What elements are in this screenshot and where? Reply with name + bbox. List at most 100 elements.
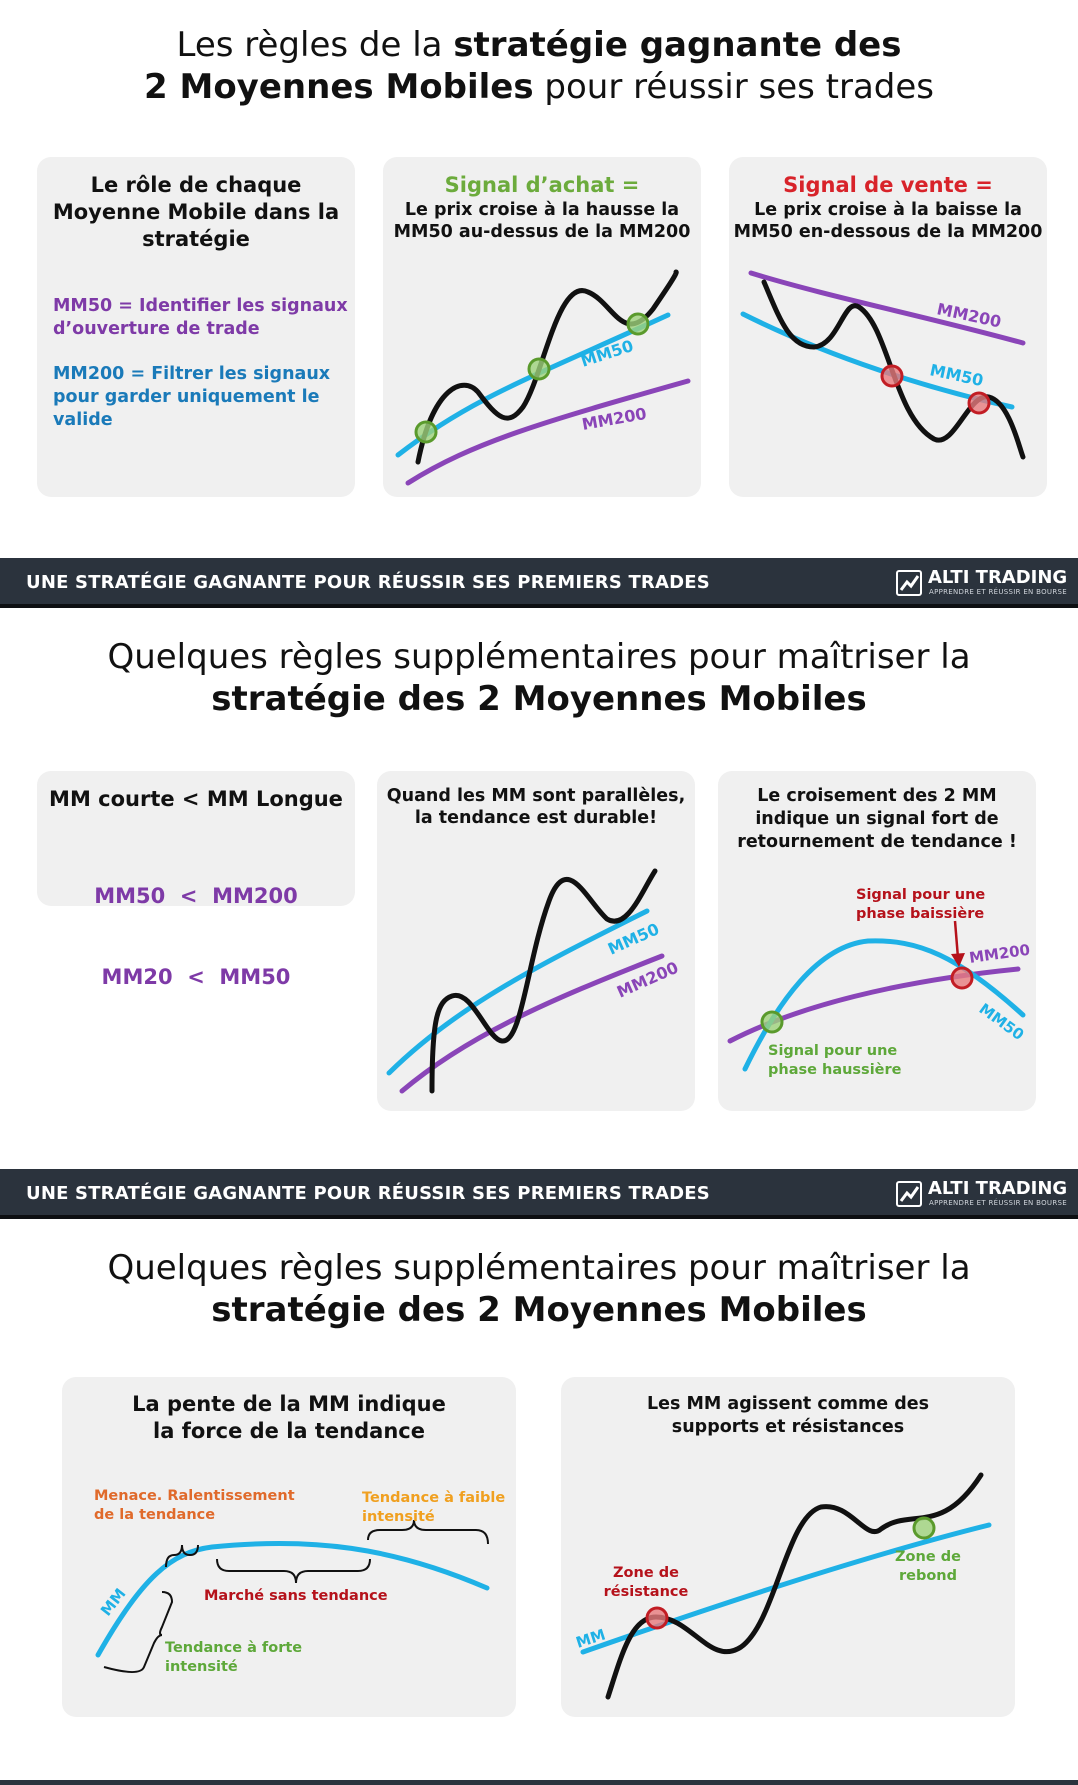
brace-faible-icon xyxy=(367,1519,489,1545)
faible-line2: intensité xyxy=(362,1509,435,1525)
buy-cross-marker xyxy=(626,312,650,336)
menace-line1: Menace. Ralentissement xyxy=(94,1488,295,1504)
banner-text: UNE STRATÉGIE GAGNANTE POUR RÉUSSIR SES … xyxy=(26,1183,710,1204)
sell-cross-marker xyxy=(950,966,974,990)
crossover-heading: Le croisement des 2 MM indique un signal… xyxy=(718,785,1036,854)
buy-note-line2: phase haussière xyxy=(768,1062,902,1078)
buy-signal-title: Signal d’achat = xyxy=(444,173,640,197)
parallel-card: Quand les MM sont parallèles, la tendanc… xyxy=(377,771,695,1111)
parallel-line2: la tendance est durable! xyxy=(414,808,658,828)
sell-cross-marker xyxy=(967,391,991,415)
buy-signal-card: Signal d’achat = Le prix croise à la hau… xyxy=(383,157,701,497)
menace-line2: de la tendance xyxy=(94,1507,215,1523)
role-card: Le rôle de chaque Moyenne Mobile dans la… xyxy=(37,157,355,497)
mm200-role-line2: pour garder uniquement le xyxy=(53,387,320,407)
resistance-marker xyxy=(645,1606,669,1630)
mm-line xyxy=(580,1522,992,1655)
buy-cross-marker xyxy=(760,1010,784,1034)
buy-desc-line2: MM50 au-dessus de la MM200 xyxy=(393,222,691,242)
price-line xyxy=(415,269,679,465)
buy-desc-line1: Le prix croise à la hausse la xyxy=(404,200,680,220)
mm-order-card: MM courte < MM Longue MM50 < MM200 MM20 … xyxy=(37,771,355,989)
section2-title-line2: stratégie des 2 Moyennes Mobiles xyxy=(211,679,867,719)
sell-desc-line2: MM50 en-dessous de la MM200 xyxy=(733,222,1043,242)
section3-title: Quelques règles supplémentaires pour maî… xyxy=(0,1247,1078,1331)
banner-strip: UNE STRATÉGIE GAGNANTE POUR RÉUSSIR SES … xyxy=(0,558,1078,608)
resistance-line1: Zone de xyxy=(613,1565,679,1581)
role-heading-line1: Le rôle de chaque xyxy=(90,173,302,197)
sans-tendance-label: Marché sans tendance xyxy=(204,1588,388,1604)
crossover-line3: retournement de tendance ! xyxy=(737,832,1017,852)
role-heading-line2: Moyenne Mobile dans la xyxy=(52,200,340,224)
price-line xyxy=(429,868,658,1094)
mm50-role-line1: MM50 = Identifier les signaux xyxy=(53,296,348,316)
support-heading: Les MM agissent comme des supports et ré… xyxy=(561,1393,1015,1439)
sell-cross-marker xyxy=(880,364,904,388)
brace-sans-tendance-icon xyxy=(216,1558,371,1584)
support-resistance-card: Les MM agissent comme des supports et ré… xyxy=(561,1377,1015,1717)
section1-title-normal-1: Les règles de la xyxy=(176,25,454,65)
mm200-role-text: MM200 = Filtrer les signaux pour garder … xyxy=(53,363,330,432)
forte-line1: Tendance à forte xyxy=(165,1640,302,1656)
logo-tagline: APPRENDRE ET RÉUSSIR EN BOURSE xyxy=(929,588,1067,596)
resistance-line2: résistance xyxy=(604,1584,689,1600)
buy-cross-marker xyxy=(414,420,438,444)
slope-diagram: Menace. Ralentissement de la tendance Te… xyxy=(94,1488,505,1675)
mm-order-heading: MM courte < MM Longue xyxy=(49,787,343,811)
bottom-banner-edge xyxy=(0,1780,1078,1785)
mm50-line xyxy=(386,908,650,1076)
parallel-line1: Quand les MM sont parallèles, xyxy=(386,786,686,806)
mm200-role-line1: MM200 = Filtrer les signaux xyxy=(53,364,331,384)
parallel-diagram: MM50 MM200 xyxy=(386,868,681,1094)
section1-title-bold-2: 2 Moyennes Mobiles xyxy=(144,67,534,107)
logo-name: ALTI TRADING xyxy=(928,567,1068,588)
mm50-role-text: MM50 = Identifier les signaux d’ouvertur… xyxy=(53,295,348,341)
slope-line2: la force de la tendance xyxy=(153,1419,425,1443)
sell-signal-desc: Le prix croise à la baisse la MM50 en-de… xyxy=(729,199,1047,243)
rebound-marker xyxy=(912,1516,936,1540)
mm-order-row1: MM50 < MM200 xyxy=(94,884,298,908)
mm200-role-line3: valide xyxy=(53,410,113,430)
arrow-head-icon xyxy=(951,953,965,967)
section1-title-normal-2: pour réussir ses trades xyxy=(533,67,934,107)
mm200-label: MM200 xyxy=(968,941,1031,967)
mm200-line xyxy=(405,378,691,486)
arrow-down-icon xyxy=(953,920,960,959)
mm-line xyxy=(95,1540,490,1658)
logo-tagline: APPRENDRE ET RÉUSSIR EN BOURSE xyxy=(929,1199,1067,1207)
sell-desc-line1: Le prix croise à la baisse la xyxy=(754,200,1022,220)
chart-logo-icon xyxy=(896,570,922,596)
slope-heading: La pente de la MM indique la force de la… xyxy=(62,1391,516,1445)
crossover-card: Le croisement des 2 MM indique un signal… xyxy=(718,771,1036,1111)
slope-card: La pente de la MM indique la force de la… xyxy=(62,1377,516,1717)
role-heading-line3: stratégie xyxy=(142,227,250,251)
rebond-line2: rebond xyxy=(899,1568,957,1584)
section1-title: Les règles de la stratégie gagnante des … xyxy=(0,24,1078,108)
support-line2: supports et résistances xyxy=(671,1417,905,1437)
sell-note-line2: phase baissière xyxy=(856,906,984,922)
crossover-line1: Le croisement des 2 MM xyxy=(757,786,997,806)
buy-signal-desc: Le prix croise à la hausse la MM50 au-de… xyxy=(383,199,701,243)
crossover-diagram: Signal pour une phase baissière Signal p… xyxy=(727,887,1031,1078)
section1-title-bold-1: stratégie gagnante des xyxy=(453,25,902,65)
support-diagram: Zone de résistance Zone de rebond MM xyxy=(574,1472,992,1700)
slope-line1: La pente de la MM indique xyxy=(132,1392,446,1416)
section2-title: Quelques règles supplémentaires pour maî… xyxy=(0,636,1078,720)
buy-signal-diagram: MM50 MM200 xyxy=(395,269,691,486)
mm50-label: MM50 xyxy=(976,1000,1028,1044)
alti-trading-logo: ALTI TRADING APPRENDRE ET RÉUSSIR EN BOU… xyxy=(896,1178,1068,1209)
alti-trading-logo: ALTI TRADING APPRENDRE ET RÉUSSIR EN BOU… xyxy=(896,567,1068,598)
mm-label: MM xyxy=(574,1625,608,1651)
mm200-line xyxy=(399,953,665,1094)
support-line1: Les MM agissent comme des xyxy=(646,1394,930,1414)
sell-signal-diagram: MM200 MM50 xyxy=(740,270,1026,460)
parallel-heading: Quand les MM sont parallèles, la tendanc… xyxy=(377,785,695,829)
mm50-role-line2: d’ouverture de trade xyxy=(53,319,260,339)
sell-note-line1: Signal pour une xyxy=(856,887,985,903)
section2-title-line1: Quelques règles supplémentaires pour maî… xyxy=(107,637,971,677)
buy-cross-marker xyxy=(527,357,551,381)
forte-line2: intensité xyxy=(165,1659,238,1675)
role-card-heading: Le rôle de chaque Moyenne Mobile dans la… xyxy=(37,172,355,253)
logo-name: ALTI TRADING xyxy=(928,1178,1068,1199)
section3-title-line2: stratégie des 2 Moyennes Mobiles xyxy=(211,1290,867,1330)
